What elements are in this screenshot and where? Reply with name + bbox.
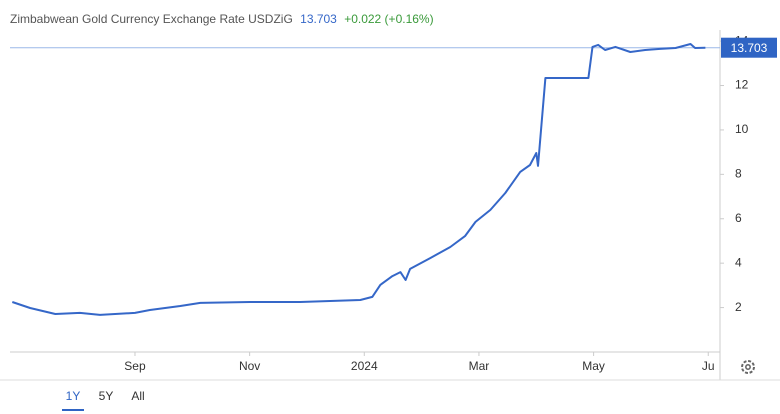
settings-icon[interactable] [741,360,755,374]
y-tick-label: 2 [735,300,742,314]
y-tick-label: 10 [735,122,749,136]
x-tick-label: May [582,359,605,373]
range-button[interactable]: 5Y [99,389,114,403]
x-tick-label: Ju [702,359,715,373]
chart-title: Zimbabwean Gold Currency Exchange Rate U… [10,12,434,26]
x-tick-label: Mar [469,359,490,373]
x-tick-label: Nov [239,359,260,373]
y-tick-label: 12 [735,78,749,92]
change: +0.022 (+0.16%) [344,12,433,26]
gear-outer [741,360,755,374]
range-button[interactable]: All [131,389,144,403]
x-tick-label: 2024 [351,359,378,373]
price-tag [721,37,777,58]
y-tick-label: 6 [735,211,742,225]
price-tag-label: 13.703 [731,41,768,55]
price-line [11,43,706,316]
x-tick-label: Sep [124,359,146,373]
range-button[interactable]: 1Y [66,389,81,403]
title-text: Zimbabwean Gold Currency Exchange Rate U… [10,12,293,26]
last-value: 13.703 [300,12,337,26]
y-tick-label: 4 [735,255,742,269]
gear-inner [745,364,751,370]
y-tick-label: 8 [735,167,742,181]
